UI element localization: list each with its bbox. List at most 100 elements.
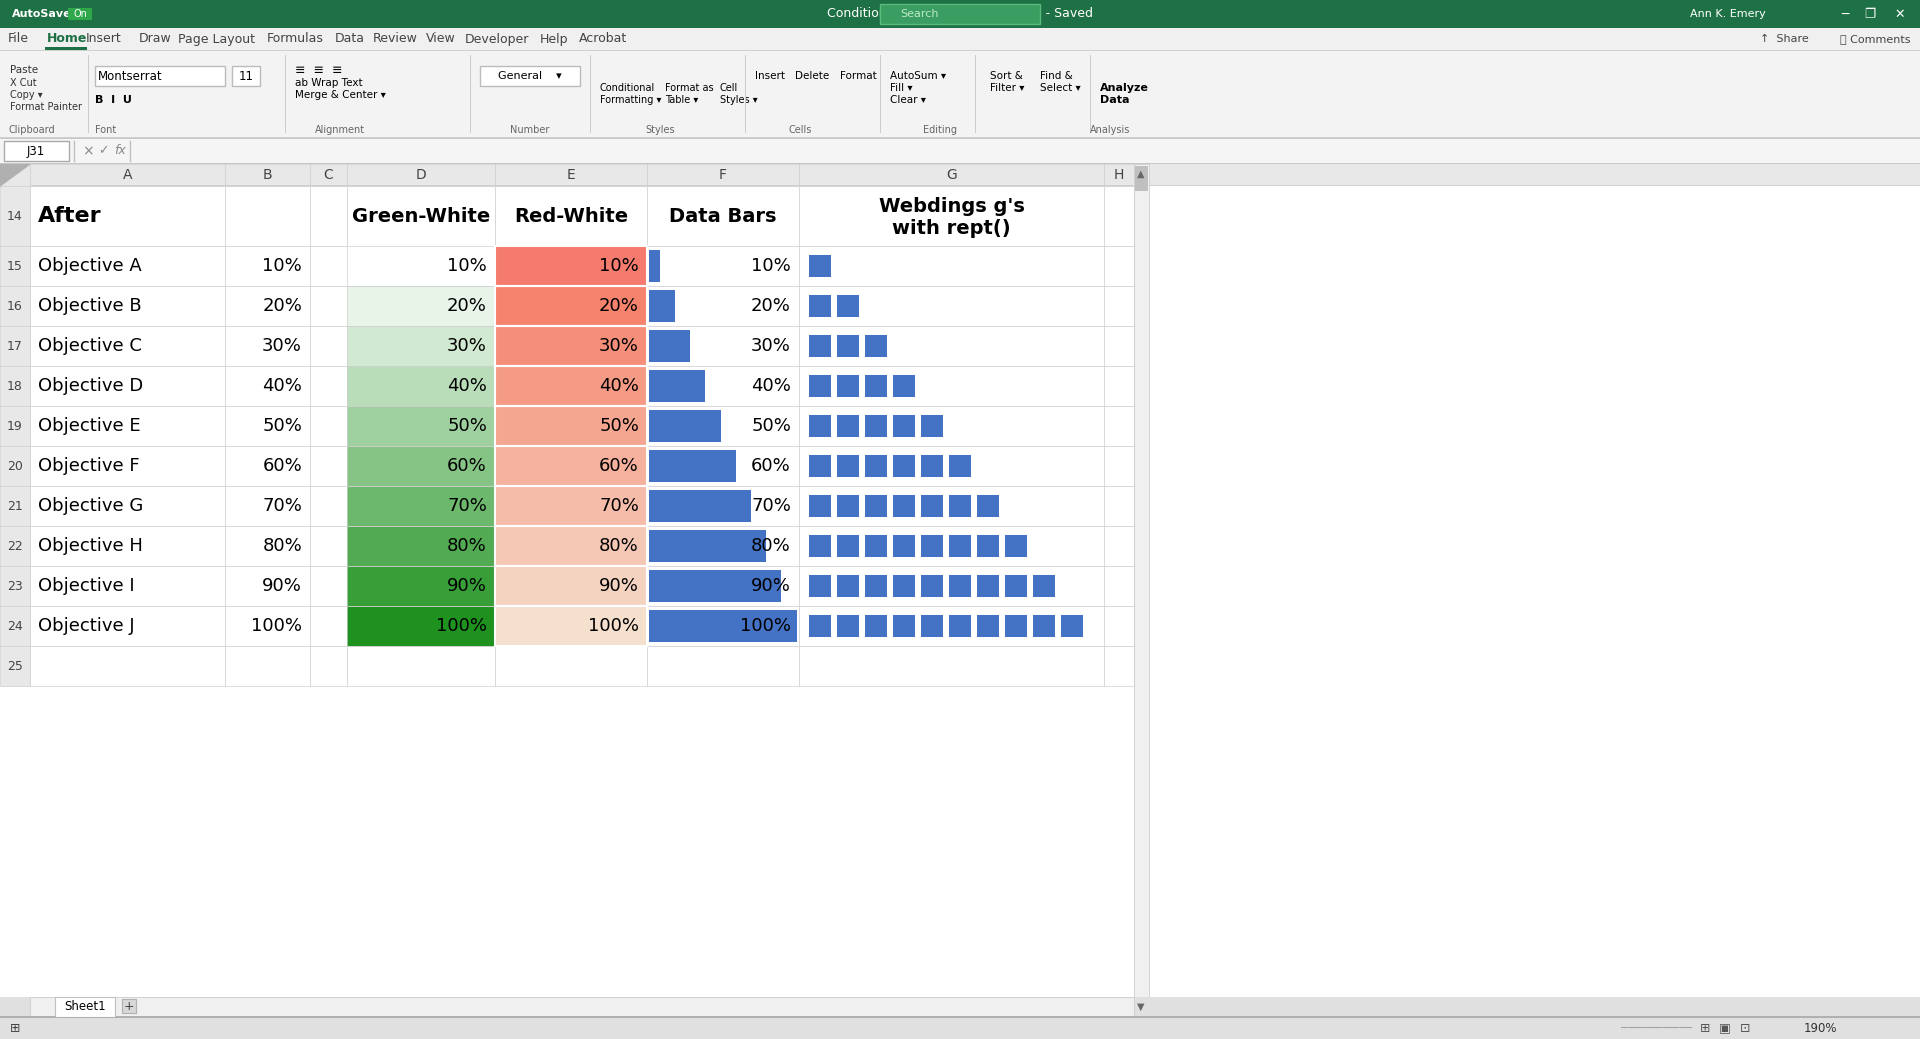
Bar [225,606,309,646]
Text: 70%: 70% [447,497,488,515]
Bar [31,286,225,326]
Bar [0,186,31,246]
Text: 80%: 80% [599,537,639,555]
Bar [348,486,495,526]
Bar [808,375,831,397]
Bar [649,610,797,642]
Bar [0,50,1920,138]
Bar [495,486,647,526]
Bar [348,486,495,526]
Text: A: A [123,168,132,182]
Bar [647,286,799,326]
Bar [799,446,1104,486]
Text: Insert: Insert [755,71,785,81]
Text: 90%: 90% [599,577,639,595]
Bar [31,326,225,366]
Text: Font: Font [94,125,117,135]
Bar [495,246,647,286]
Bar [649,410,722,442]
Bar [348,326,495,366]
Text: B: B [263,168,273,182]
Bar [495,246,647,286]
Bar [799,486,1104,526]
Text: ⊞: ⊞ [1699,1021,1711,1035]
Bar [495,366,647,406]
Bar [495,526,647,566]
Bar [348,606,495,646]
Text: ≡  ≡  ≡: ≡ ≡ ≡ [296,63,342,77]
Bar [649,450,735,482]
Text: ab Wrap Text: ab Wrap Text [296,78,363,88]
Bar [225,566,309,606]
Text: Montserrat: Montserrat [98,70,163,82]
Bar [649,370,705,402]
Text: 10%: 10% [599,257,639,275]
Bar [799,526,1104,566]
Bar [495,326,647,366]
Bar [866,575,887,597]
Bar [31,186,225,246]
Bar [348,446,495,486]
Bar [808,455,831,477]
Bar [649,290,676,322]
Text: 30%: 30% [447,337,488,355]
Text: 30%: 30% [599,337,639,355]
Bar [1104,486,1135,526]
Text: 11: 11 [238,70,253,82]
Bar [799,164,1104,186]
Bar [1104,286,1135,326]
Text: Objective J: Objective J [38,617,134,635]
Bar [922,495,943,517]
Bar [0,606,31,646]
Text: ✓: ✓ [98,144,109,158]
Text: ❐: ❐ [1864,7,1876,21]
Bar [0,286,31,326]
Text: 50%: 50% [263,417,301,435]
Bar [647,186,799,246]
Bar [225,164,309,186]
Bar [6,68,65,128]
Text: 100%: 100% [436,617,488,635]
Text: 70%: 70% [263,497,301,515]
Text: Red-White: Red-White [515,207,628,225]
Bar [922,455,943,477]
Text: Objective B: Objective B [38,297,142,315]
Bar [31,526,225,566]
Bar [348,406,495,446]
Text: Alignment: Alignment [315,125,365,135]
Bar [495,286,647,326]
Bar [837,575,858,597]
Polygon shape [0,164,31,186]
Text: 20%: 20% [751,297,791,315]
Text: ⊡: ⊡ [1740,1021,1751,1035]
Bar [977,615,998,637]
Text: Copy ▾: Copy ▾ [10,90,42,100]
Text: C: C [324,168,334,182]
Text: Ann K. Emery: Ann K. Emery [1690,9,1766,19]
Text: 17: 17 [8,340,23,352]
Bar [837,615,858,637]
Bar [0,0,1920,28]
Bar [31,997,1135,1017]
Text: Styles: Styles [645,125,674,135]
Bar [495,606,647,646]
Bar [808,295,831,317]
Text: Format as
Table ▾: Format as Table ▾ [664,83,714,105]
Bar [922,535,943,557]
Bar [893,375,916,397]
Bar [348,526,495,566]
Bar [879,4,1041,24]
Bar [348,366,495,406]
Text: 40%: 40% [751,377,791,395]
Bar [348,526,495,566]
Bar [893,415,916,437]
Text: General    ▾: General ▾ [497,71,563,81]
Bar [348,646,495,686]
Bar [649,570,781,602]
Bar [1004,535,1027,557]
Bar [348,526,495,566]
Bar [1104,326,1135,366]
Text: ▼: ▼ [1137,1002,1144,1012]
Bar [808,575,831,597]
Text: Objective I: Objective I [38,577,134,595]
